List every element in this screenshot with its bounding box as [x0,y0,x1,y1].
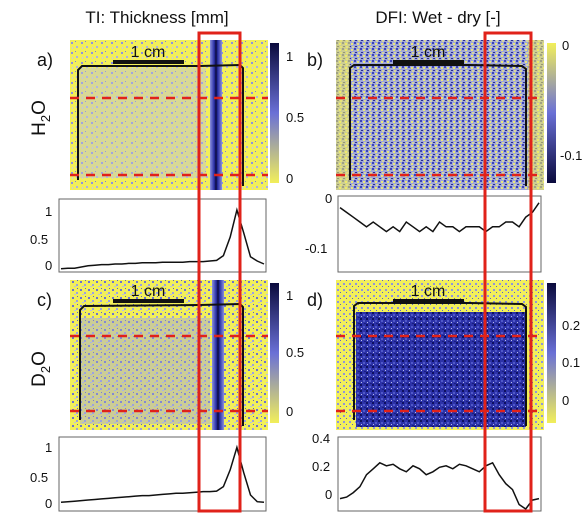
profile-c-frame [58,436,267,512]
highlight-box-left [197,31,242,513]
panel-a: 1 cm a) 1 0.5 0 [37,40,304,190]
title-right: DFI: Wet - dry [-] [375,8,500,27]
panel-b: 1 cm b) 0 -0.1 [307,38,582,190]
profile-c-ytick-1: 0.5 [30,470,48,485]
profile-d-ytick-2: 0 [325,487,332,502]
profile-c-ytick-0: 1 [45,440,52,455]
panel-label-d: d) [307,290,323,310]
profile-b-ytick-1: -0.1 [305,241,327,256]
colorbar-c-tick-1: 0.5 [286,345,304,360]
profile-d-ytick-0: 0.4 [312,431,330,446]
colorbar-c [270,283,279,423]
panel-label-b: b) [307,50,323,70]
map-c-body [80,318,210,424]
profile-d-ytick-1: 0.2 [312,459,330,474]
sample-outline-d [353,302,527,426]
profile-a-ytick-2: 0 [45,258,52,273]
panel-c: 1 cm c) 1 0.5 0 [37,280,304,430]
svg-text:H2O: H2O [29,100,53,136]
profile-a-ytick-0: 1 [45,204,52,219]
sample-outline-b [349,64,527,186]
profile-curves [60,202,540,511]
profile-line-c [60,444,265,504]
panel-label-c: c) [37,290,52,310]
profile-b-ytick-0: 0 [325,191,332,206]
map-a-body [78,68,206,178]
colorbar-c-tick-2: 0 [286,404,293,419]
row-label-h2o: H2O [29,100,53,136]
profile-line-b [339,202,540,233]
colorbar-c-tick-0: 1 [286,288,293,303]
colorbar-b-tick-0: 0 [562,38,569,53]
colorbar-d-tick-0: 0.2 [562,318,580,333]
profile-c-ytick-2: 0 [45,496,52,511]
colorbar-a-tick-1: 0.5 [286,110,304,125]
colorbar-a-tick-0: 1 [286,49,293,64]
colorbar-d-tick-2: 0 [562,393,569,408]
scale-bar-label-a: 1 cm [131,44,166,61]
map-c-stripe [212,280,224,430]
row-label-d2o: D2O [29,351,53,387]
colorbar-d-tick-1: 0.1 [562,355,580,370]
colorbar-d [547,283,556,423]
profile-a-frame [58,198,267,273]
profile-line-d [339,461,540,511]
colorbar-a [270,43,279,183]
panel-label-a: a) [37,50,53,70]
scale-bar-label-d: 1 cm [411,283,446,300]
svg-text:D2O: D2O [29,351,53,387]
profile-b-frame [337,195,542,273]
colorbar-b [547,43,556,183]
title-left: TI: Thickness [mm] [85,8,228,27]
map-d-body [356,312,526,427]
profile-d-frame [337,436,542,512]
map-b-left-edge [336,40,350,190]
panel-d: 1 cm d) 0.2 0.1 0 [307,280,580,430]
highlight-box-right [483,31,533,513]
scale-bar-label-c: 1 cm [131,283,166,300]
colorbar-b-tick-1: -0.1 [560,148,582,163]
map-a-stripe [210,40,222,190]
profile-a-ytick-1: 0.5 [30,232,48,247]
colorbar-a-tick-2: 0 [286,171,293,186]
scale-bar-label-b: 1 cm [411,44,446,61]
profile-line-a [60,207,265,270]
